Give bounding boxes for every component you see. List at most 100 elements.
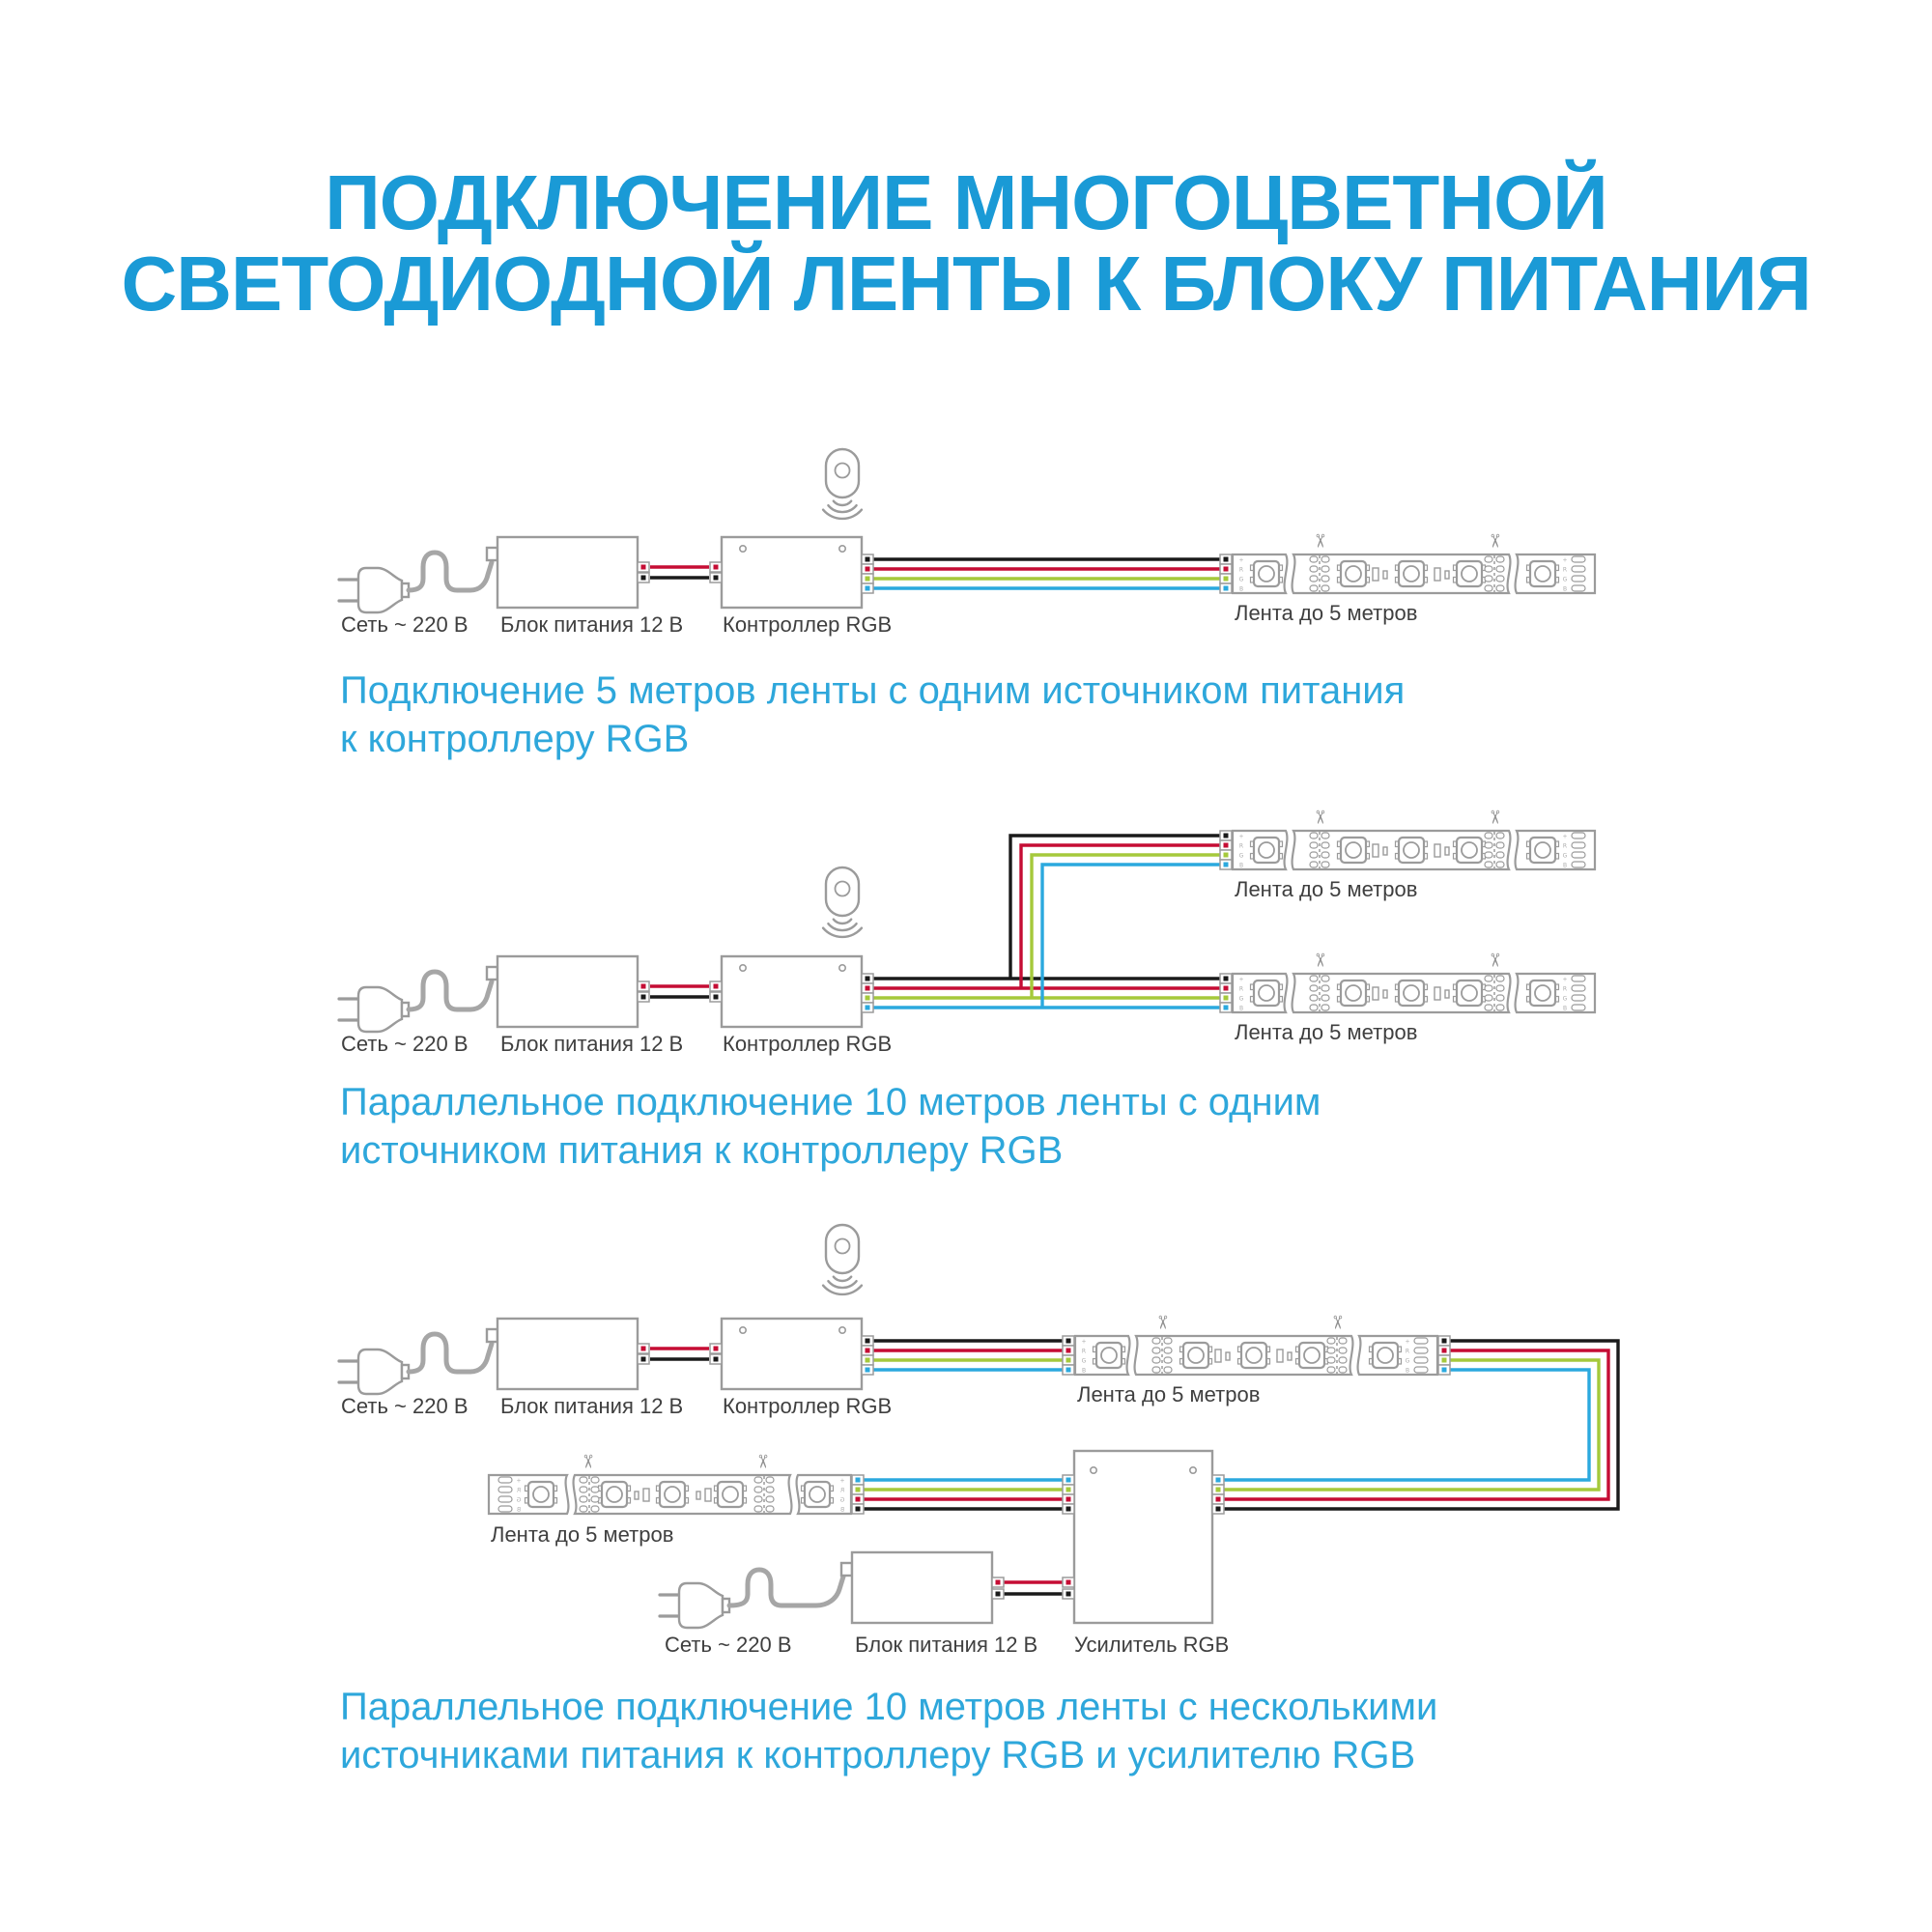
page-title-line1: ПОДКЛЮЧЕНИЕ МНОГОЦВЕТНОЙ — [325, 159, 1608, 245]
connector-block-red — [709, 561, 723, 573]
wire-black — [1009, 834, 1220, 979]
connector-block-black — [1062, 1503, 1075, 1515]
diagram-3 — [337, 1223, 1437, 1630]
psu-box — [850, 1550, 994, 1625]
diagram-1 — [337, 447, 1595, 614]
connector-block-red — [1062, 1345, 1075, 1356]
label-mains-d3a: Сеть ~ 220 В — [341, 1394, 469, 1418]
label-strip-top-d2: Лента до 5 метров — [1235, 877, 1418, 901]
cord-entry-tab — [485, 546, 499, 562]
connector-block-red — [861, 982, 874, 994]
wire-blue — [1040, 863, 1220, 1008]
wire-blue — [1224, 1368, 1591, 1482]
connector-block-red — [1219, 563, 1233, 575]
connector-block-black — [1211, 1503, 1225, 1515]
diagram-2 — [337, 810, 1595, 1034]
connector-block-black — [991, 1588, 1005, 1600]
led-strip — [1233, 952, 1595, 1012]
label-strip1-d3: Лента до 5 метров — [1077, 1382, 1261, 1406]
connector-block-black — [637, 991, 650, 1003]
connector-block-black — [1062, 1588, 1075, 1600]
wire-red — [1224, 1349, 1610, 1501]
connector-block-green — [1211, 1484, 1225, 1495]
cord-entry-tab — [485, 1327, 499, 1344]
page-title-line2: СВЕТОДИОДНОЙ ЛЕНТЫ К БЛОКУ ПИТАНИЯ — [121, 241, 1811, 327]
psu-box — [496, 535, 639, 610]
connector-block-black — [709, 572, 723, 583]
connector-block-green — [1437, 1354, 1451, 1366]
led-strip — [1075, 1315, 1437, 1375]
connector-block-black — [637, 572, 650, 583]
psu-box — [496, 954, 639, 1029]
connector-block-black — [1219, 830, 1233, 841]
page-title: ПОДКЛЮЧЕНИЕ МНОГОЦВЕТНОЙ СВЕТОДИОДНОЙ ЛЕ… — [0, 162, 1932, 325]
caption2-line2: источником питания к контроллеру RGB — [340, 1129, 1064, 1172]
label-strip-d1: Лента до 5 метров — [1235, 601, 1418, 625]
caption-diagram1: Подключение 5 метров ленты с одним источ… — [340, 667, 1405, 763]
connector-block-red — [1219, 839, 1233, 851]
label-psu-d1: Блок питания 12 В — [500, 612, 684, 637]
connector-block-red — [637, 561, 650, 573]
power-cord — [406, 969, 495, 1012]
label-strip2-d3: Лента до 5 метров — [491, 1522, 674, 1547]
connector-block-blue — [1219, 582, 1233, 594]
connector-block-green — [1062, 1354, 1075, 1366]
label-psu-d2: Блок питания 12 В — [500, 1032, 684, 1056]
label-psu-d3b: Блок питания 12 В — [855, 1633, 1038, 1657]
connector-block-blue — [861, 1002, 874, 1013]
connector-block-red — [1219, 982, 1233, 994]
connector-block-red — [709, 980, 723, 992]
connector-block-black — [637, 1353, 650, 1365]
wires-layer — [650, 557, 1620, 1596]
label-amplifier-d3: Усилитель RGB — [1074, 1633, 1230, 1657]
connector-block-green — [861, 992, 874, 1004]
cord-entry-tab — [839, 1561, 854, 1577]
connector-block-green — [861, 573, 874, 584]
psu-box — [496, 1317, 639, 1391]
led-strip — [1233, 810, 1595, 869]
connector-block-black — [861, 554, 874, 565]
connector-block-blue — [1219, 1002, 1233, 1013]
connector-block-red — [861, 1345, 874, 1356]
connector-block-black — [1062, 1335, 1075, 1347]
caption-diagram3: Параллельное подключение 10 метров ленты… — [340, 1683, 1437, 1779]
connector-block-black — [851, 1503, 865, 1515]
connector-block-red — [991, 1577, 1005, 1588]
power-cord — [726, 1567, 846, 1608]
connector-block-blue — [1062, 1474, 1075, 1486]
connector-block-red — [1211, 1493, 1225, 1505]
connector-block-black — [709, 991, 723, 1003]
label-strip-bottom-d2: Лента до 5 метров — [1235, 1020, 1418, 1044]
label-psu-d3a: Блок питания 12 В — [500, 1394, 684, 1418]
connector-block-red — [1437, 1345, 1451, 1356]
wire-red — [1019, 843, 1220, 988]
connector-block-black — [1437, 1335, 1451, 1347]
led-strip — [1233, 533, 1595, 593]
connector-block-blue — [861, 1364, 874, 1376]
label-controller-d1: Контроллер RGB — [723, 612, 893, 637]
label-mains-d2: Сеть ~ 220 В — [341, 1032, 469, 1056]
connector-block-black — [861, 973, 874, 984]
connector-block-black — [1219, 554, 1233, 565]
caption2-line1: Параллельное подключение 10 метров ленты… — [340, 1081, 1321, 1123]
label-mains-d3b: Сеть ~ 220 В — [665, 1633, 792, 1657]
connector-block-blue — [1437, 1364, 1451, 1376]
label-controller-d2: Контроллер RGB — [723, 1032, 893, 1056]
wire-green — [1030, 853, 1220, 998]
label-controller-d3: Контроллер RGB — [723, 1394, 893, 1418]
caption3-line1: Параллельное подключение 10 метров ленты… — [340, 1686, 1438, 1728]
label-mains-d1: Сеть ~ 220 В — [341, 612, 469, 637]
connector-block-red — [1062, 1577, 1075, 1588]
connector-block-red — [1062, 1493, 1075, 1505]
connector-block-red — [861, 563, 874, 575]
cord-entry-tab — [485, 965, 499, 981]
power-cord — [406, 1331, 495, 1375]
connector-block-red — [851, 1493, 865, 1505]
connector-block-black — [861, 1335, 874, 1347]
connector-block-red — [637, 1343, 650, 1354]
caption1-line1: Подключение 5 метров ленты с одним источ… — [340, 669, 1406, 712]
led-strip-mirrored — [489, 1454, 851, 1514]
power-cord — [406, 550, 495, 593]
